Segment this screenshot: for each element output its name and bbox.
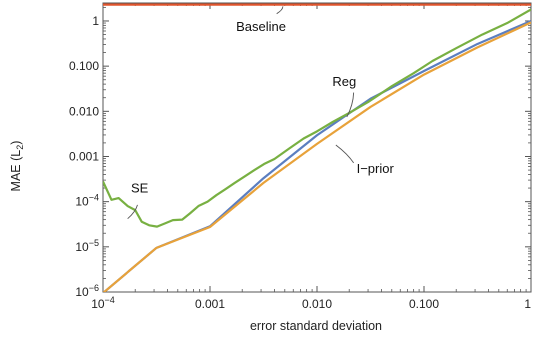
x-tick-label: 1 — [524, 297, 531, 311]
y-axis-label-close: ) — [9, 141, 23, 145]
leader-line-iprior — [335, 144, 355, 164]
leader-line-se — [127, 204, 138, 220]
y-tick-label: 0.010 — [69, 104, 99, 118]
series-line-iprior — [103, 21, 531, 292]
y-tick-label: 10−6 — [75, 283, 99, 299]
y-tick-label: 1 — [92, 14, 99, 28]
leader-line-reg — [346, 92, 355, 118]
x-axis-label: error standard deviation — [250, 319, 382, 333]
y-axis-label: MAE (L2) — [9, 141, 25, 192]
leader-line-baseline — [276, 6, 284, 15]
series-label-iprior: I−prior — [357, 161, 395, 176]
y-tick-label: 0.001 — [69, 149, 99, 163]
x-tick-label: 0.001 — [195, 297, 225, 311]
plot-frame — [102, 2, 532, 293]
y-tick-label: 10−4 — [75, 193, 99, 209]
series-label-baseline: Baseline — [236, 19, 286, 34]
annotations: Baseline Reg SE I−prior — [127, 6, 395, 220]
series-lines — [103, 3, 531, 292]
series-label-se: SE — [131, 180, 149, 195]
series-label-reg: Reg — [332, 74, 356, 89]
x-tick-label: 0.010 — [302, 297, 332, 311]
y-axis-label-sub: 2 — [15, 145, 25, 150]
series-line-se — [103, 8, 531, 228]
series-line-reg — [103, 19, 531, 292]
y-tick-label: 0.100 — [69, 59, 99, 73]
x-tick-label: 10−4 — [91, 295, 115, 311]
y-tick-label: 10−5 — [75, 238, 99, 254]
x-tick-label: 0.100 — [409, 297, 439, 311]
y-axis-label-main: MAE (L — [9, 150, 23, 192]
plot-frame-rect — [102, 2, 532, 293]
axis-ticks: 10−4 0.001 0.010 0.100 1 10−6 10−5 10−4 0.001 0.0… — [69, 3, 532, 311]
